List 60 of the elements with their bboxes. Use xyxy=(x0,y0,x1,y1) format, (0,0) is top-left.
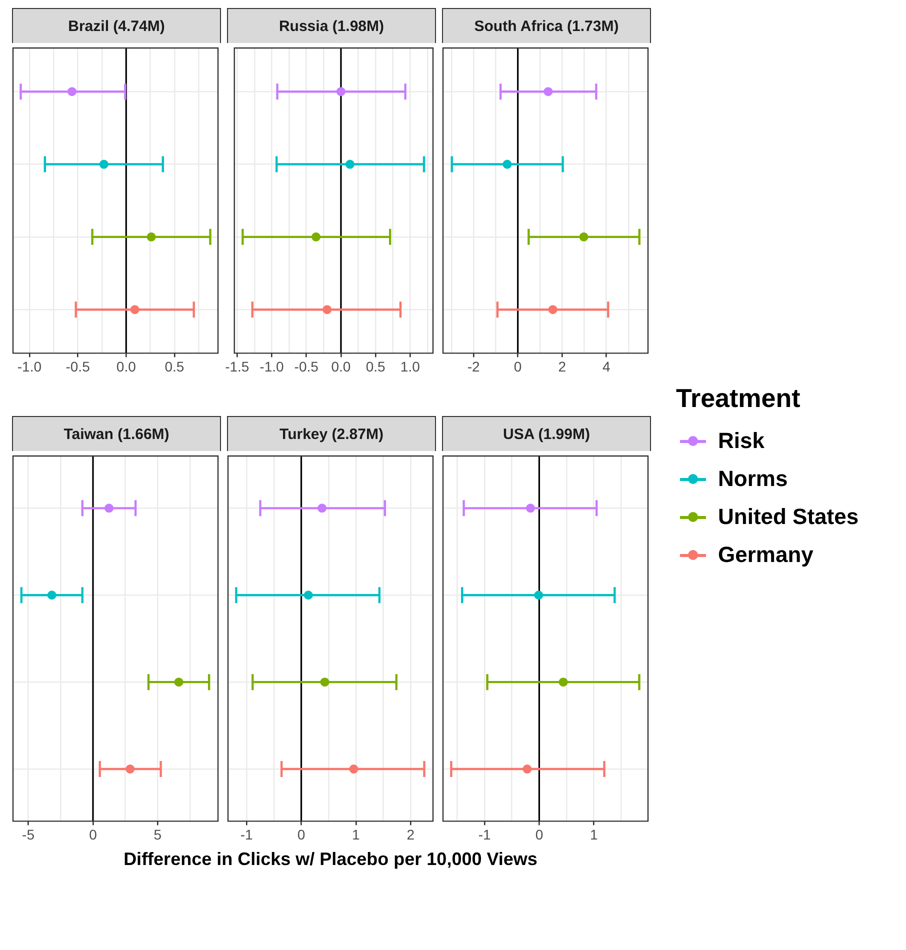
x-tick-label: 1.0 xyxy=(400,358,420,374)
point xyxy=(336,87,346,96)
legend-label: United States xyxy=(718,504,859,530)
point xyxy=(320,678,330,687)
point xyxy=(534,590,544,600)
x-tick-label: 0.5 xyxy=(164,358,184,374)
point xyxy=(322,305,332,314)
x-tick-label: 1 xyxy=(590,826,598,842)
x-tick-label: -1.0 xyxy=(260,358,284,374)
point xyxy=(548,305,558,314)
point xyxy=(99,160,108,169)
x-tick-label: 5 xyxy=(154,826,162,842)
x-axis-title: Difference in Clicks w/ Placebo per 10,000 Views xyxy=(122,849,538,870)
point xyxy=(130,305,140,314)
x-tick-label: 0 xyxy=(514,358,522,374)
chart-title: USA (1.99M) xyxy=(442,416,651,451)
x-tick-label: 0 xyxy=(89,826,98,842)
point xyxy=(67,87,76,96)
legend-label: Norms xyxy=(718,466,788,492)
chart-title: Russia (1.98M) xyxy=(227,8,436,43)
x-tick-label: -5 xyxy=(22,826,35,842)
x-tick-label: 0.5 xyxy=(366,358,386,374)
x-tick-label: 0 xyxy=(535,826,544,842)
chart-title: Brazil (4.74M) xyxy=(12,8,221,43)
x-tick-label: -2 xyxy=(467,358,480,374)
x-tick-label: 2 xyxy=(558,358,566,374)
point xyxy=(349,764,358,774)
point xyxy=(579,232,588,242)
x-tick-label: 4 xyxy=(602,358,610,374)
x-tick-label: -1 xyxy=(478,826,491,842)
point xyxy=(146,232,156,242)
point xyxy=(312,232,321,242)
x-tick-label: -0.5 xyxy=(66,358,90,374)
point xyxy=(126,764,135,774)
legend-label: Germany xyxy=(718,542,814,568)
point xyxy=(174,678,184,687)
x-tick-label: 0 xyxy=(297,826,306,842)
x-tick-label: 0.0 xyxy=(116,358,136,374)
x-tick-label: -1.5 xyxy=(225,358,250,374)
point xyxy=(522,764,532,774)
point xyxy=(558,678,568,687)
legend-label: Risk xyxy=(718,428,764,454)
x-tick-label: 0.0 xyxy=(331,358,351,374)
x-tick-label: -1 xyxy=(240,826,254,842)
point xyxy=(304,590,313,600)
x-tick-label: 1 xyxy=(352,826,360,842)
point xyxy=(502,160,512,169)
x-tick-label: -1.0 xyxy=(17,358,42,374)
chart-title: South Africa (1.73M) xyxy=(442,8,651,43)
chart-title: Turkey (2.87M) xyxy=(227,416,436,451)
point xyxy=(318,504,327,513)
legend-title: Treatment xyxy=(676,383,802,414)
point xyxy=(47,590,56,600)
point xyxy=(104,504,114,513)
x-tick-label: 2 xyxy=(406,826,415,842)
point xyxy=(526,504,535,513)
point xyxy=(544,87,553,96)
chart-title: Taiwan (1.66M) xyxy=(12,416,221,451)
point xyxy=(345,160,354,169)
x-tick-label: -0.5 xyxy=(294,358,319,374)
